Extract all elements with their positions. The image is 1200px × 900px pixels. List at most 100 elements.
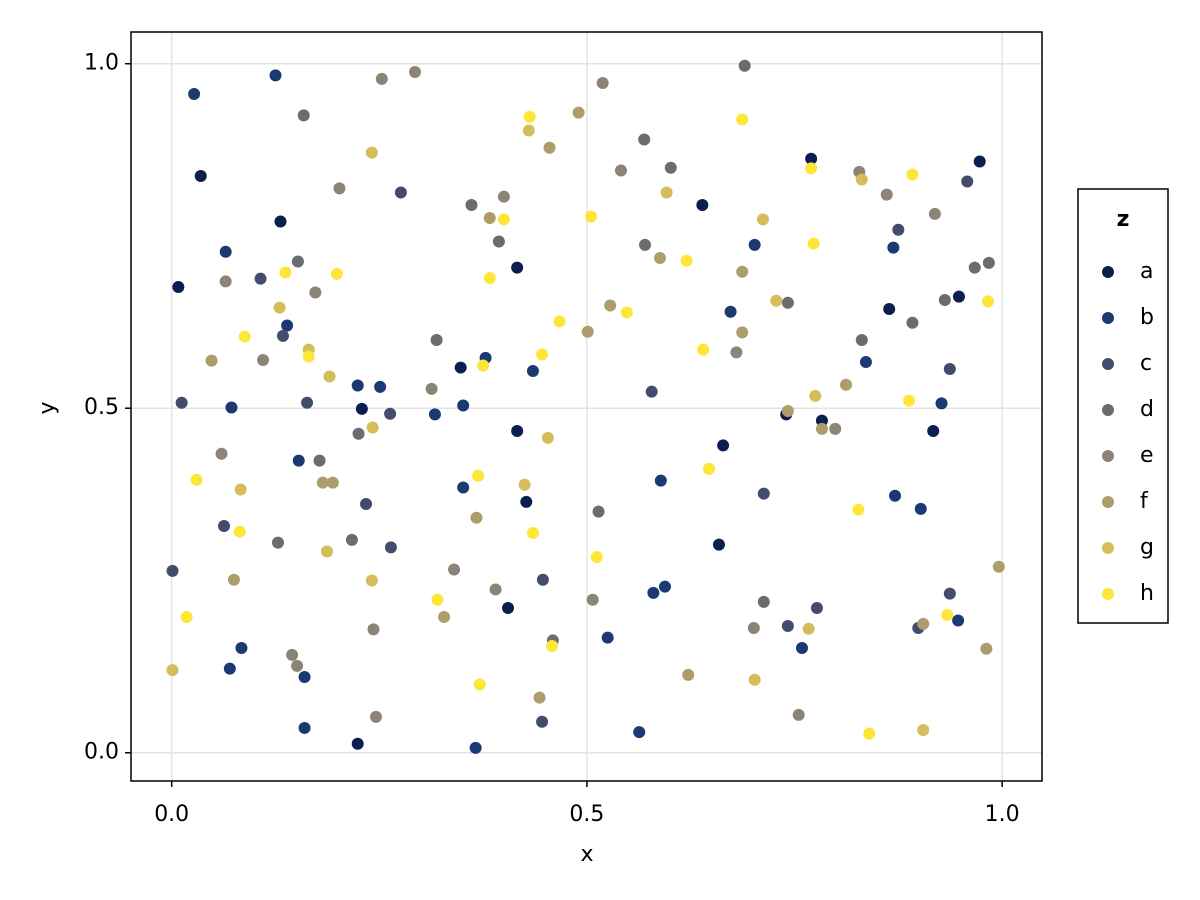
y-tick-label: 1.0 <box>84 51 119 76</box>
point <box>369 710 382 723</box>
y-tick-label: 0.0 <box>84 740 119 765</box>
point <box>172 280 185 293</box>
point <box>351 379 364 392</box>
point <box>887 241 900 254</box>
point <box>483 271 496 284</box>
point <box>375 72 388 85</box>
point <box>384 541 397 554</box>
point <box>680 254 693 267</box>
x-tick-label: 1.0 <box>985 802 1020 827</box>
point <box>438 611 451 624</box>
point <box>355 402 368 415</box>
point <box>465 198 478 211</box>
point <box>394 186 407 199</box>
point <box>366 421 379 434</box>
point <box>581 325 594 338</box>
point <box>747 622 760 635</box>
point <box>274 215 287 228</box>
point <box>351 737 364 750</box>
point <box>815 414 828 427</box>
legend-label: c <box>1140 351 1152 376</box>
point <box>802 622 815 635</box>
point <box>906 168 919 181</box>
point <box>526 526 539 539</box>
point <box>409 65 422 78</box>
point <box>454 361 467 374</box>
point <box>497 190 510 203</box>
point <box>489 583 502 596</box>
point <box>961 175 974 188</box>
point <box>345 533 358 546</box>
point <box>219 245 232 258</box>
point <box>257 353 270 366</box>
point <box>302 350 315 363</box>
point <box>736 265 749 278</box>
point <box>952 290 965 303</box>
point <box>840 378 853 391</box>
point <box>254 272 267 285</box>
point <box>757 595 770 608</box>
legend-label: e <box>1140 443 1154 468</box>
point <box>360 498 373 511</box>
point <box>792 708 805 721</box>
point <box>448 563 461 576</box>
point <box>518 478 531 491</box>
point <box>973 155 986 168</box>
point <box>374 380 387 393</box>
point <box>234 483 247 496</box>
point <box>756 213 769 226</box>
point <box>298 670 311 683</box>
point <box>425 382 438 395</box>
point <box>604 299 617 312</box>
point <box>645 385 658 398</box>
point <box>712 538 725 551</box>
point <box>457 481 470 494</box>
point <box>941 608 954 621</box>
legend-marker <box>1102 542 1114 554</box>
point <box>225 401 238 414</box>
point <box>323 370 336 383</box>
point <box>696 198 709 211</box>
point <box>614 164 627 177</box>
point <box>917 617 930 630</box>
point <box>352 427 365 440</box>
point <box>473 678 486 691</box>
x-axis-label: x <box>580 842 593 867</box>
point <box>859 356 872 369</box>
point <box>492 235 505 248</box>
point <box>166 664 179 677</box>
legend-label: g <box>1140 535 1154 560</box>
point <box>724 305 737 318</box>
legend-marker <box>1102 358 1114 370</box>
legend-marker <box>1102 588 1114 600</box>
point <box>238 330 251 343</box>
point <box>483 212 496 225</box>
point <box>227 573 240 586</box>
point <box>469 741 482 754</box>
point <box>968 261 981 274</box>
point <box>892 223 905 236</box>
point <box>276 329 289 342</box>
point <box>430 334 443 347</box>
point <box>511 424 524 437</box>
point <box>805 162 818 175</box>
point <box>365 146 378 159</box>
point <box>533 691 546 704</box>
point <box>326 476 339 489</box>
point <box>810 602 823 615</box>
point <box>980 642 993 655</box>
point <box>166 564 179 577</box>
y-tick-label: 0.5 <box>84 395 119 420</box>
legend-label: b <box>1140 305 1154 330</box>
point <box>654 474 667 487</box>
point <box>472 469 485 482</box>
point <box>541 431 554 444</box>
legend-label: h <box>1140 581 1154 606</box>
point <box>543 141 556 154</box>
point <box>223 662 236 675</box>
point <box>653 252 666 265</box>
point <box>470 511 483 524</box>
point <box>805 152 818 165</box>
point <box>736 113 749 126</box>
point <box>660 186 673 199</box>
